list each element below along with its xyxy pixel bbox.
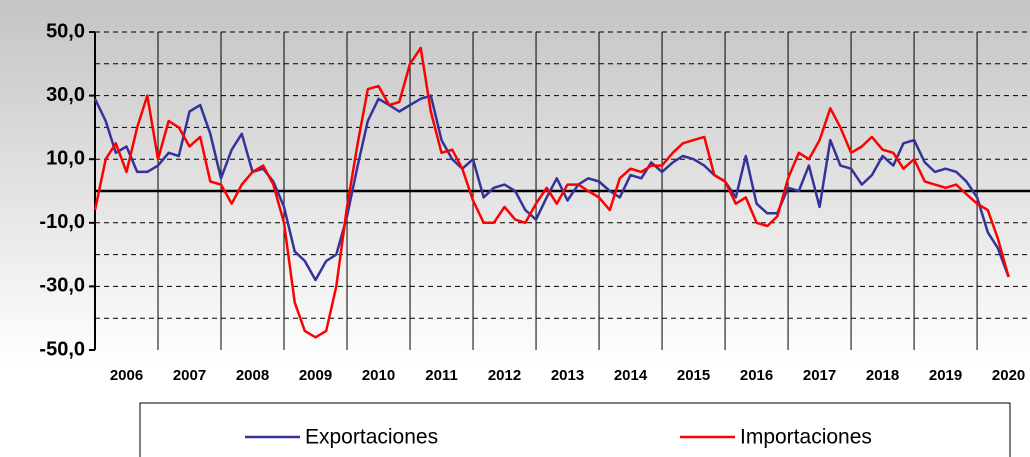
x-tick-label: 2006 — [110, 367, 143, 384]
x-tick-label: 2015 — [677, 367, 710, 384]
x-tick-label: 2009 — [299, 367, 332, 384]
legend-label: Exportaciones — [305, 426, 438, 449]
x-tick-label: 2007 — [173, 367, 206, 384]
y-tick-label: -10,0 — [39, 211, 85, 233]
x-tick-label: 2020 — [992, 367, 1025, 384]
x-tick-label: 2016 — [740, 367, 773, 384]
x-tick-label: 2012 — [488, 367, 521, 384]
x-tick-label: 2014 — [614, 367, 648, 384]
x-tick-label: 2011 — [425, 367, 458, 384]
y-tick-label: 10,0 — [46, 147, 85, 169]
x-tick-label: 2013 — [551, 367, 584, 384]
y-tick-label: -50,0 — [39, 338, 85, 360]
x-tick-label: 2017 — [803, 367, 836, 384]
y-tick-label: 50,0 — [46, 20, 85, 42]
x-tick-label: 2019 — [929, 367, 962, 384]
x-tick-label: 2008 — [236, 367, 269, 384]
legend-label: Importaciones — [740, 426, 872, 449]
x-tick-label: 2018 — [866, 367, 899, 384]
y-tick-label: -30,0 — [39, 275, 85, 297]
legend-box — [139, 402, 1011, 457]
y-tick-label: 30,0 — [46, 84, 85, 106]
series-line — [93, 94, 1010, 282]
series-line — [93, 46, 1010, 339]
x-tick-label: 2010 — [362, 367, 395, 384]
